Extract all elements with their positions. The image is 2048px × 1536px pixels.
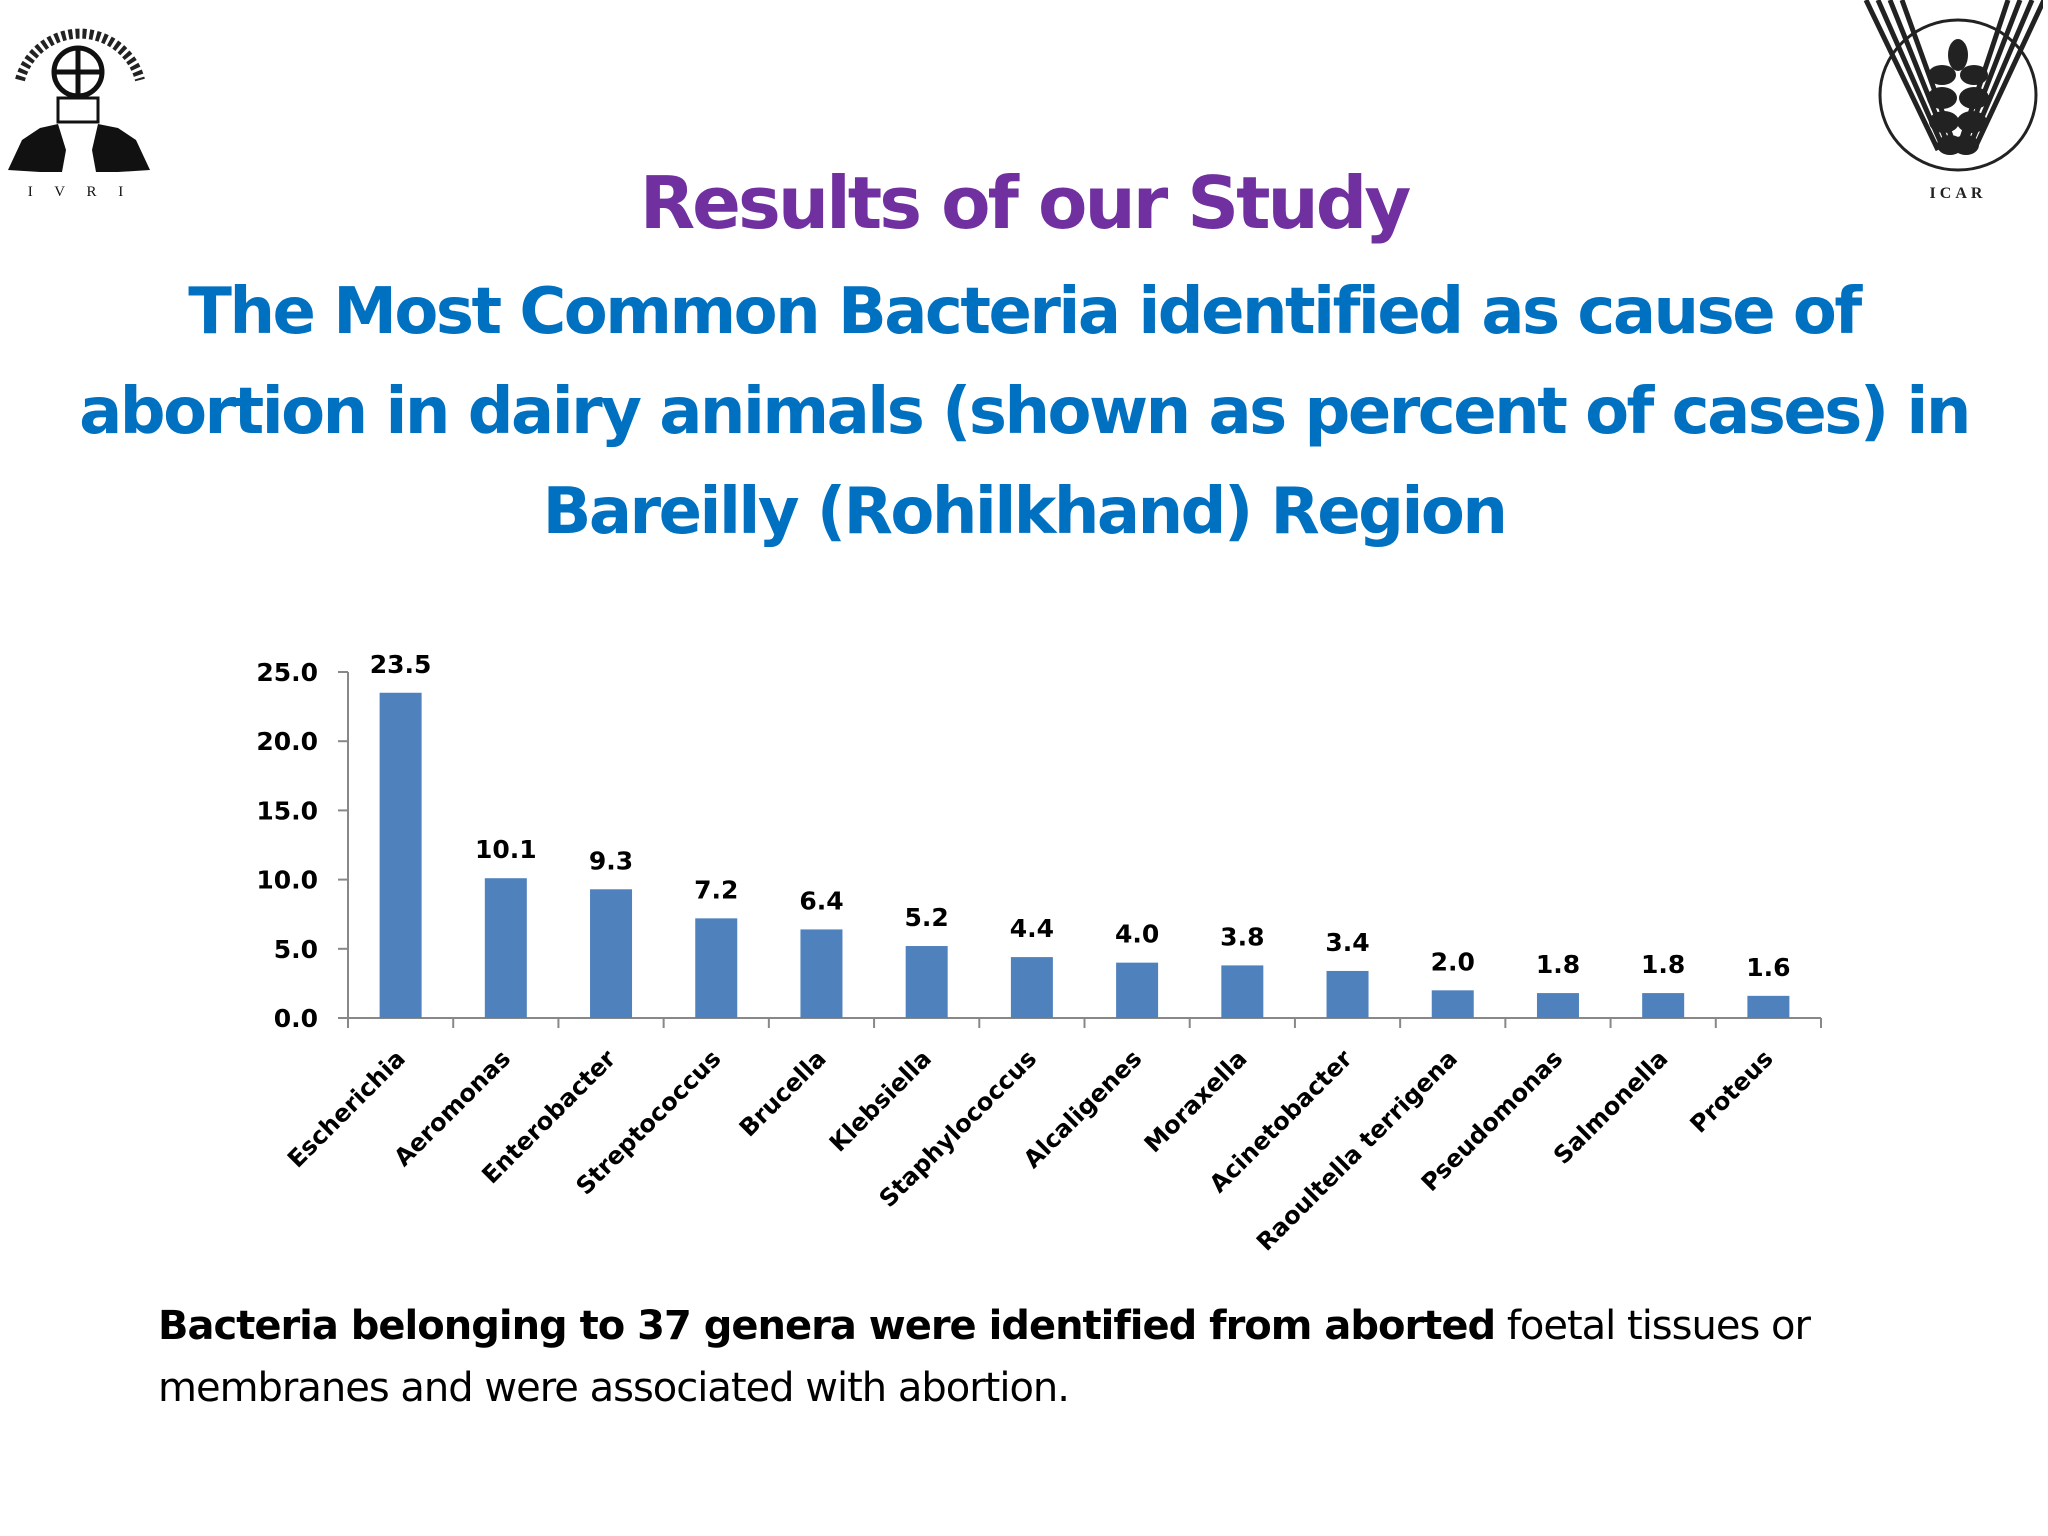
bar [695, 918, 738, 1018]
value-label: 23.5 [370, 650, 432, 679]
value-label: 1.8 [1641, 950, 1685, 979]
value-label: 1.6 [1746, 953, 1790, 982]
footnote-bold: Bacteria belonging to 37 genera were ide… [158, 1303, 1496, 1349]
value-label: 10.1 [475, 835, 537, 864]
bar-series [379, 692, 1790, 1018]
bar [800, 929, 843, 1018]
value-label: 4.4 [1010, 914, 1054, 943]
category-label: Brucella [734, 1044, 832, 1142]
value-label: 1.8 [1536, 950, 1580, 979]
footnote-regular: foetal tissues or membranes and were ass… [158, 1303, 1811, 1411]
bar [1431, 990, 1474, 1018]
category-labels: EscherichiaAeromonasEnterobacterStreptoc… [282, 1044, 1779, 1256]
footnote: Bacteria belonging to 37 genera were ide… [158, 1295, 1918, 1419]
slide-subtitle: The Most Common Bacteria identified as c… [79, 275, 1971, 549]
bar [1326, 970, 1369, 1018]
value-label: 3.4 [1325, 928, 1369, 957]
bar-chart: 0.0 5.0 10.0 15.0 20.0 25.0 23.5 10.1 9.3 7.2 6.4… [256, 650, 1822, 1256]
value-label: 5.2 [905, 903, 949, 932]
value-label: 4.0 [1115, 920, 1159, 949]
icar-logo-icon: ICAR [1858, 0, 2047, 205]
bar [905, 946, 948, 1018]
slide-title: Results of our Study [639, 161, 1412, 245]
y-axis: 0.0 5.0 10.0 15.0 20.0 25.0 [256, 658, 349, 1033]
data-labels: 23.5 10.1 9.3 7.2 6.4 5.2 4.4 4.0 3.8 3.4 2.0 1.8 1.… [370, 650, 1791, 982]
bar [1221, 965, 1264, 1018]
y-tick-label: 10.0 [256, 866, 318, 895]
x-axis [347, 1017, 1822, 1028]
category-label: Klebsiella [824, 1044, 937, 1157]
value-label: 6.4 [799, 886, 843, 915]
value-label: 7.2 [694, 875, 738, 904]
y-tick-label: 20.0 [256, 727, 318, 756]
bar [1536, 993, 1579, 1018]
ivri-logo-icon: I V R I [0, 0, 160, 200]
bar [590, 889, 633, 1018]
y-tick-label: 0.0 [274, 1004, 318, 1033]
value-label: 3.8 [1220, 922, 1264, 951]
ivri-caption: I V R I [28, 184, 133, 200]
bar [1642, 993, 1685, 1018]
y-tick-label: 25.0 [256, 658, 318, 687]
y-tick-label: 15.0 [256, 796, 318, 825]
value-label: 9.3 [589, 846, 633, 875]
icar-caption: ICAR [1930, 185, 1987, 202]
category-label: Moraxella [1139, 1044, 1253, 1158]
category-label: Raoultella terrigena [1251, 1044, 1463, 1256]
bar [1116, 962, 1159, 1018]
value-label: 2.0 [1431, 947, 1475, 976]
bar [379, 692, 422, 1018]
y-tick-label: 5.0 [274, 935, 318, 964]
bar [484, 878, 527, 1018]
bar [1010, 957, 1053, 1018]
bar [1747, 995, 1790, 1018]
category-label: Proteus [1685, 1044, 1779, 1138]
